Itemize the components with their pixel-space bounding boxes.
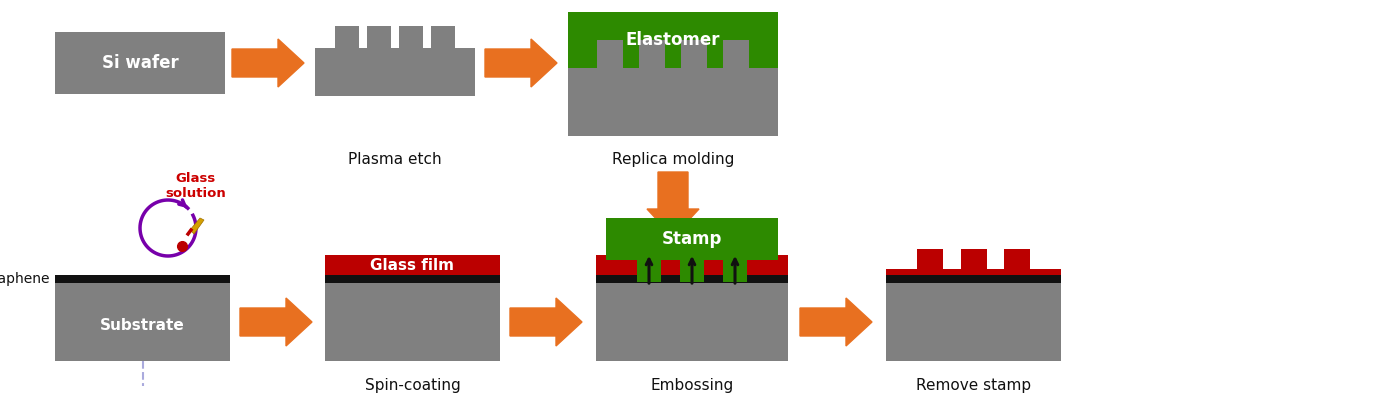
Bar [681, 40, 707, 68]
Polygon shape [511, 298, 582, 346]
Text: Replica molding: Replica molding [612, 152, 734, 167]
Bar [325, 275, 499, 283]
Bar [639, 40, 665, 68]
Bar [54, 275, 230, 283]
Text: Plasma etch: Plasma etch [349, 152, 442, 167]
Polygon shape [647, 172, 699, 237]
Text: Spin-coating: Spin-coating [364, 378, 460, 393]
Bar [605, 218, 778, 260]
Text: Remove stamp: Remove stamp [917, 378, 1031, 393]
Polygon shape [232, 39, 304, 87]
Bar [568, 12, 778, 68]
Text: Si wafer: Si wafer [102, 54, 179, 72]
Bar [54, 32, 225, 94]
Text: Glass film: Glass film [371, 257, 455, 273]
Bar [886, 269, 1062, 275]
Bar [568, 68, 778, 136]
Polygon shape [485, 39, 557, 87]
Text: Elastomer: Elastomer [626, 31, 720, 49]
Bar [886, 283, 1062, 361]
Text: Substrate: Substrate [100, 318, 186, 333]
Bar [917, 249, 943, 269]
Bar [596, 255, 788, 275]
Bar [335, 26, 359, 48]
Text: Embossing: Embossing [650, 378, 734, 393]
Bar [325, 255, 499, 275]
Bar [1004, 249, 1031, 269]
Bar [638, 260, 661, 282]
Bar [723, 40, 749, 68]
Bar [54, 283, 230, 361]
Polygon shape [190, 218, 204, 234]
Bar [315, 48, 476, 96]
Bar [723, 260, 746, 282]
Bar [325, 283, 499, 361]
Bar [399, 26, 423, 48]
Bar [596, 275, 788, 283]
Bar [961, 249, 986, 269]
Bar [431, 26, 455, 48]
Polygon shape [240, 298, 312, 346]
Text: Stamp: Stamp [661, 230, 723, 248]
Bar [679, 260, 704, 282]
Text: Glass
solution: Glass solution [166, 172, 226, 200]
Bar [886, 275, 1062, 283]
Polygon shape [799, 298, 872, 346]
Bar [596, 283, 788, 361]
Bar [367, 26, 391, 48]
Text: Graphene: Graphene [0, 272, 50, 286]
Bar [597, 40, 624, 68]
